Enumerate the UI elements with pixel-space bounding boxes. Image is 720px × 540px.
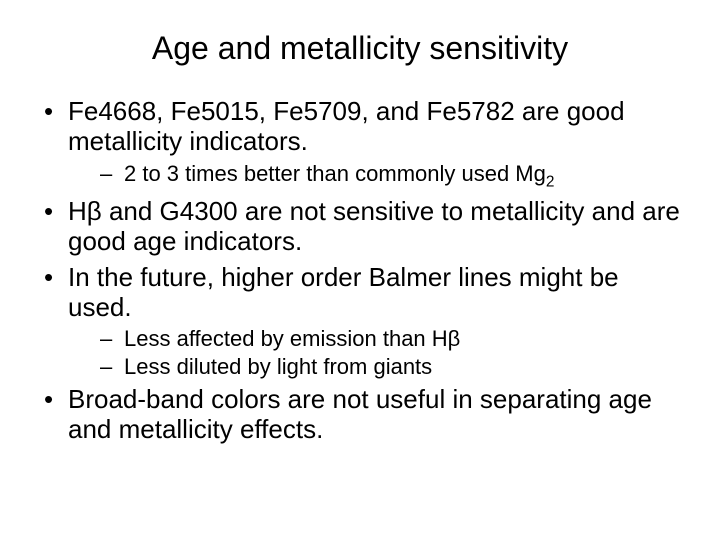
bullet-list: Fe4668, Fe5015, Fe5709, and Fe5782 are g… [40,97,680,445]
bullet-item: In the future, higher order Balmer lines… [40,263,680,379]
bullet-text: Broad-band colors are not useful in sepa… [68,384,652,444]
sub-bullet-item: Less affected by emission than Hβ [68,326,680,351]
bullet-item: Hβ and G4300 are not sensitive to metall… [40,197,680,257]
sub-bullet-item: 2 to 3 times better than commonly used M… [68,161,680,191]
bullet-item: Fe4668, Fe5015, Fe5709, and Fe5782 are g… [40,97,680,191]
bullet-text: Fe4668, Fe5015, Fe5709, and Fe5782 are g… [68,96,625,156]
bullet-text: In the future, higher order Balmer lines… [68,262,619,322]
sub-bullet-item: Less diluted by light from giants [68,354,680,379]
slide-title: Age and metallicity sensitivity [40,30,680,67]
bullet-item: Broad-band colors are not useful in sepa… [40,385,680,445]
sub-bullet-list: Less affected by emission than Hβ Less d… [68,326,680,379]
slide: Age and metallicity sensitivity Fe4668, … [0,0,720,540]
sub-bullet-text: 2 to 3 times better than commonly used M… [124,161,554,186]
sub-bullet-text: Less diluted by light from giants [124,354,432,379]
sub-bullet-list: 2 to 3 times better than commonly used M… [68,161,680,191]
sub-bullet-text: Less affected by emission than Hβ [124,326,460,351]
bullet-text: Hβ and G4300 are not sensitive to metall… [68,196,680,256]
